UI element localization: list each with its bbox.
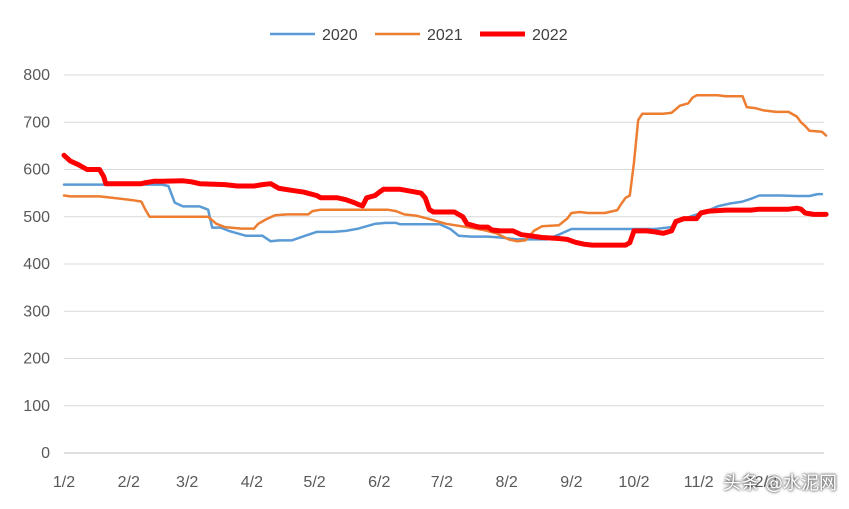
y-tick-label: 300 xyxy=(23,303,50,320)
x-tick-label: 7/2 xyxy=(431,474,453,491)
x-tick-label: 1/2 xyxy=(53,474,75,491)
x-tick-label: 8/2 xyxy=(496,474,518,491)
y-tick-label: 0 xyxy=(41,445,50,462)
y-tick-label: 200 xyxy=(23,351,50,368)
y-tick-label: 500 xyxy=(23,209,50,226)
x-axis-labels: 1/2 2/2 3/2 4/2 5/2 6/2 7/2 8/2 9/2 10/2 11/2 12/2 xyxy=(53,474,777,491)
y-tick-label: 400 xyxy=(23,256,50,273)
x-tick-label: 4/2 xyxy=(241,474,263,491)
x-tick-label: 6/2 xyxy=(368,474,390,491)
x-tick-label: 3/2 xyxy=(176,474,198,491)
legend-item-2022[interactable]: 2022 xyxy=(480,27,568,44)
watermark: 头条 @水泥网 xyxy=(723,473,837,494)
y-tick-label: 800 xyxy=(23,67,50,84)
y-tick-label: 700 xyxy=(23,114,50,131)
x-tick-label: 12/2 xyxy=(746,474,777,491)
x-tick-label: 10/2 xyxy=(618,474,649,491)
legend[interactable]: 2020 2021 2022 xyxy=(270,27,568,44)
series-line-2022 xyxy=(61,152,829,248)
x-tick-label: 9/2 xyxy=(560,474,582,491)
y-tick-label: 600 xyxy=(23,162,50,179)
series-line-2021 xyxy=(62,94,828,243)
y-tick-label: 100 xyxy=(23,398,50,415)
legend-item-2020[interactable]: 2020 xyxy=(270,27,358,44)
legend-label: 2022 xyxy=(532,27,568,44)
x-tick-label: 5/2 xyxy=(303,474,325,491)
x-tick-label: 2/2 xyxy=(118,474,140,491)
x-tick-label: 11/2 xyxy=(684,474,714,491)
series-lines xyxy=(61,94,829,248)
legend-label: 2020 xyxy=(322,27,358,44)
y-axis-labels: 0 100 200 300 400 500 600 700 800 xyxy=(23,67,50,462)
legend-item-2021[interactable]: 2021 xyxy=(375,27,463,44)
legend-label: 2021 xyxy=(427,27,463,44)
